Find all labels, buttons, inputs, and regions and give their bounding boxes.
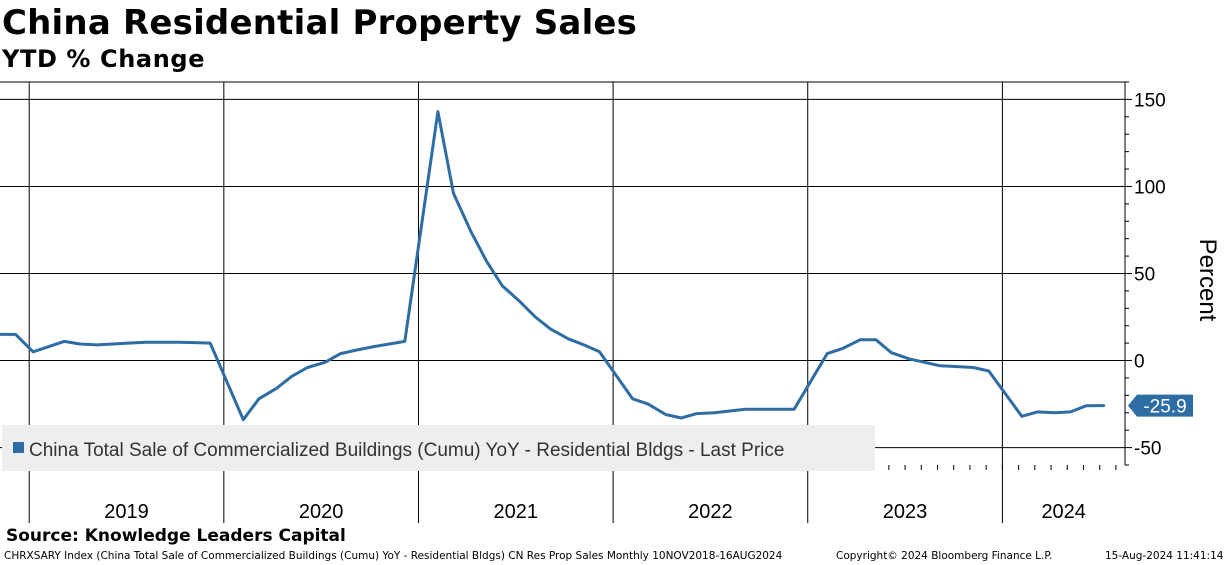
x-year-label: 2019 [104,501,149,523]
timestamp: 15-Aug-2024 11:41:14 [1105,550,1224,562]
x-year-label: 2023 [883,501,928,523]
x-year-label: 2022 [688,501,733,523]
series-line [0,110,1106,422]
legend-label: China Total Sale of Commercialized Build… [29,440,784,461]
chart-title: China Residential Property Sales [2,3,638,43]
y-tick-label: 150 [1134,90,1166,111]
copyright-note: Copyright© 2024 Bloomberg Finance L.P. [836,550,1053,562]
source-note: Source: Knowledge Leaders Capital [6,526,346,546]
y-axis-title: Percent [1194,239,1221,322]
x-year-label: 2020 [299,501,344,523]
x-year-label: 2024 [1041,501,1086,523]
chart-subtitle: YTD % Change [2,45,206,73]
ticker-description: CHRXSARY Index (China Total Sale of Comm… [4,550,783,562]
legend-swatch [13,442,24,453]
y-tick-label: 100 [1134,177,1166,198]
y-tick-label: 50 [1134,265,1155,286]
y-tick-label: 0 [1134,352,1145,373]
last-value-label: -25.9 [1143,397,1186,418]
y-tick-label: -50 [1134,439,1161,460]
last-value-badge [1128,394,1193,417]
x-year-label: 2021 [494,501,539,523]
legend-box [2,425,875,471]
